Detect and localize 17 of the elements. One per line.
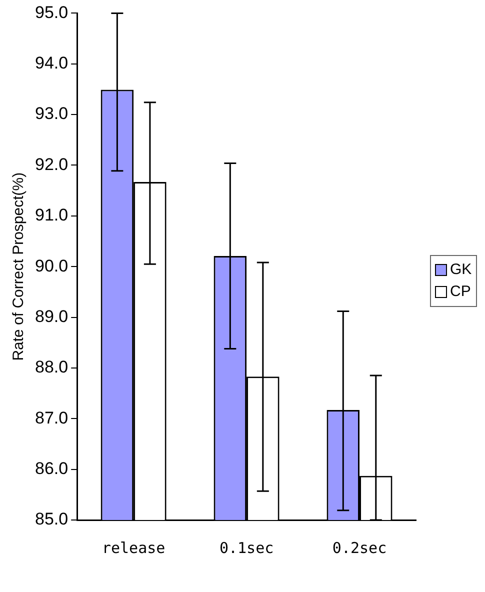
y-tick-label: 89.0 xyxy=(34,306,68,326)
y-axis-title: Rate of Correct Prospect(%) xyxy=(10,172,28,361)
y-tick-label: 88.0 xyxy=(34,358,68,377)
y-tick-label: 86.0 xyxy=(34,459,68,478)
y-tick-label: 92.0 xyxy=(34,154,68,174)
x-tick-label: 0.1sec xyxy=(219,538,274,557)
y-tick-label: 93.0 xyxy=(34,104,68,124)
y-tick-label: 90.0 xyxy=(34,256,68,276)
y-tick-label: 94.0 xyxy=(34,54,68,73)
text: CP xyxy=(450,282,471,302)
y-tick-label: 95.0 xyxy=(34,2,68,22)
legend-label: GK xyxy=(450,260,472,280)
x-tick-label: 0.2sec xyxy=(332,538,387,557)
y-tick-label: 85.0 xyxy=(34,510,68,529)
x-tick-label: release xyxy=(102,538,166,557)
y-tick-label: 91.0 xyxy=(34,206,68,225)
y-tick-label: 87.0 xyxy=(34,408,68,428)
